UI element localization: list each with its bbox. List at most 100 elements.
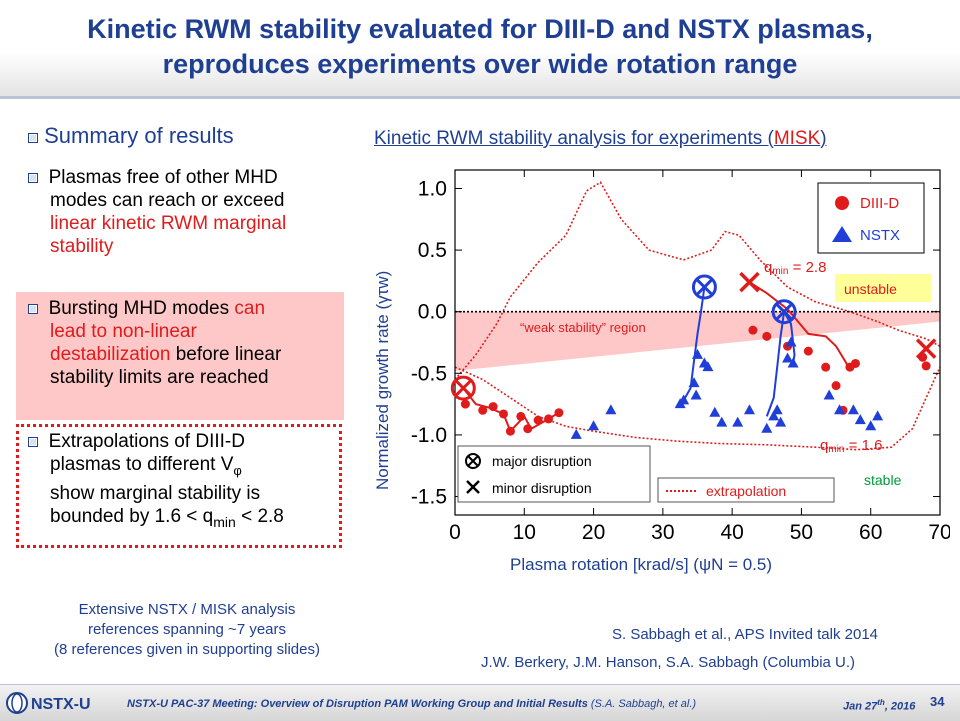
nstx-data-point — [605, 404, 617, 415]
disruption-markers — [450, 271, 937, 401]
y-tick-label: 0.0 — [418, 301, 447, 324]
diiid-data-point — [516, 411, 526, 421]
major-disruption-legend-icon — [465, 453, 481, 469]
nstx-legend-label: NSTX — [860, 227, 900, 244]
bullet-3-text: plasmas to different V — [50, 454, 234, 475]
plot-frame — [454, 169, 941, 516]
trajectory-line — [682, 286, 706, 401]
diiid-data-point — [544, 414, 554, 424]
nstx-data-point — [782, 352, 794, 363]
summary-heading: Summary of results — [28, 123, 234, 149]
diiid-data-point — [921, 361, 931, 371]
data-points — [460, 325, 931, 439]
unstable-label-bg — [835, 274, 931, 302]
bullet-3-text: show marginal stability is — [50, 482, 261, 504]
nstx-data-point — [743, 404, 755, 415]
nstx-data-point — [709, 406, 721, 417]
x-tick-label: 30 — [651, 521, 674, 544]
diiid-data-point — [821, 362, 831, 372]
bullet-1-line: modes can reach or exceed — [50, 190, 285, 211]
bullet-1: Plasmas free of other MHD modes can reac… — [28, 166, 286, 258]
nstx-data-point — [678, 394, 690, 405]
nstx-data-point — [761, 422, 773, 433]
nstx-data-point — [588, 420, 600, 431]
nstx-legend-icon — [832, 226, 852, 242]
nstx-data-point — [847, 404, 859, 415]
nstx-data-point — [854, 414, 866, 425]
nstx-data-point — [785, 336, 797, 347]
diiid-data-point — [533, 415, 543, 425]
bullet-3-sub: min — [213, 513, 236, 530]
footer-meeting-text: NSTX-U PAC-37 Meeting: Overview of Disru… — [127, 698, 588, 710]
major-disruption-marker — [691, 274, 717, 300]
diiid-data-point — [748, 325, 758, 335]
chart-heading-suffix: ) — [820, 128, 827, 149]
y-axis-label: Normalized growth rate (γτw) — [373, 271, 392, 490]
bullet-1-line: Plasmas free of other MHD — [48, 167, 278, 188]
nstx-data-point — [865, 420, 877, 431]
major-disruption-ring — [691, 274, 717, 300]
chart-heading: Kinetic RWM stability analysis for exper… — [374, 128, 827, 150]
summary-heading-text: Summary of results — [44, 123, 234, 148]
slide-title-line2: reproduces experiments over wide rotatio… — [162, 49, 798, 79]
citation-1: S. Sabbagh et al., APS Invited talk 2014 — [612, 626, 879, 643]
square-bullet-icon — [28, 437, 38, 447]
y-tick-label: -1.0 — [411, 424, 447, 447]
bullet-2-red-text: lead to non-linear — [50, 321, 197, 342]
y-tick-label: 0.5 — [418, 239, 447, 262]
x-tick-label: 40 — [720, 521, 743, 544]
nstx-data-point — [688, 377, 700, 388]
nstx-data-point — [692, 348, 703, 359]
trajectory-line — [748, 281, 850, 370]
square-bullet-icon — [28, 173, 38, 183]
x-tick-label: 50 — [790, 521, 813, 544]
bullet-1-line-red: linear kinetic RWM marginal — [50, 213, 287, 234]
nstx-data-point — [823, 389, 835, 400]
footer-date-text: Jan 27 — [843, 700, 878, 713]
diiid-data-point — [478, 405, 488, 415]
x-tick-label: 60 — [859, 521, 882, 544]
nstx-data-point — [716, 416, 728, 427]
nstx-data-point — [834, 404, 846, 415]
nstx-data-point — [768, 410, 780, 421]
square-bullet-icon — [28, 133, 38, 143]
diiid-data-point — [499, 409, 508, 419]
axis-ticks: 0 10 20 30 40 50 60 70 1.0 0.5 0.0 -0.5 -1.0 -1.5 — [411, 170, 950, 544]
nstx-data-point — [872, 410, 884, 421]
disruption-legend — [457, 445, 651, 503]
y-tick-label: 1.0 — [418, 177, 447, 200]
bullet-3-sub: φ — [233, 462, 242, 478]
major-disruption-label: major disruption — [492, 453, 592, 469]
major-disruption-ring — [450, 375, 476, 401]
chart-heading-prefix: Kinetic RWM stability analysis for exper… — [374, 128, 774, 149]
y-tick-label: -0.5 — [411, 362, 447, 385]
nstx-data-point — [570, 428, 582, 439]
weak-stability-label: “weak stability” region — [520, 320, 646, 335]
square-bullet-icon — [28, 304, 38, 314]
bullet-2-highlight-box — [16, 292, 344, 420]
slide-title-line1: Kinetic RWM stability evaluated for DIII… — [87, 14, 873, 44]
minor-disruption-cross — [915, 338, 937, 359]
bullet-2-text: before linear — [170, 344, 282, 365]
note-line: references spanning ~7 years — [87, 621, 287, 638]
qmin-high-label: qmin = 2.8 — [764, 259, 826, 277]
unstable-label: unstable — [844, 281, 897, 297]
nstx-data-point — [787, 357, 799, 368]
footer-date-sup: th — [877, 698, 885, 707]
x-tick-label: 70 — [928, 521, 950, 544]
diiid-legend-icon — [835, 196, 849, 210]
minor-disruption-marker — [739, 271, 760, 293]
nstx-data-point — [690, 389, 702, 400]
stable-label: stable — [864, 472, 902, 488]
bullet-3-text: Extrapolations of DIII-D — [48, 431, 245, 452]
chart-heading-misk: MISK — [773, 128, 821, 149]
minor-disruption-marker — [915, 338, 937, 359]
nstx-data-point — [702, 361, 714, 372]
diiid-data-point — [762, 331, 772, 341]
note-line: Extensive NSTX / MISK analysis — [78, 601, 296, 618]
y-tick-label: -1.5 — [411, 486, 447, 509]
diiid-data-point — [803, 346, 813, 356]
extrapolation-upper-curve — [454, 181, 941, 381]
extrapolation-lower-curve — [454, 366, 941, 451]
footer-authors: (S.A. Sabbagh, et al.) — [587, 698, 697, 710]
